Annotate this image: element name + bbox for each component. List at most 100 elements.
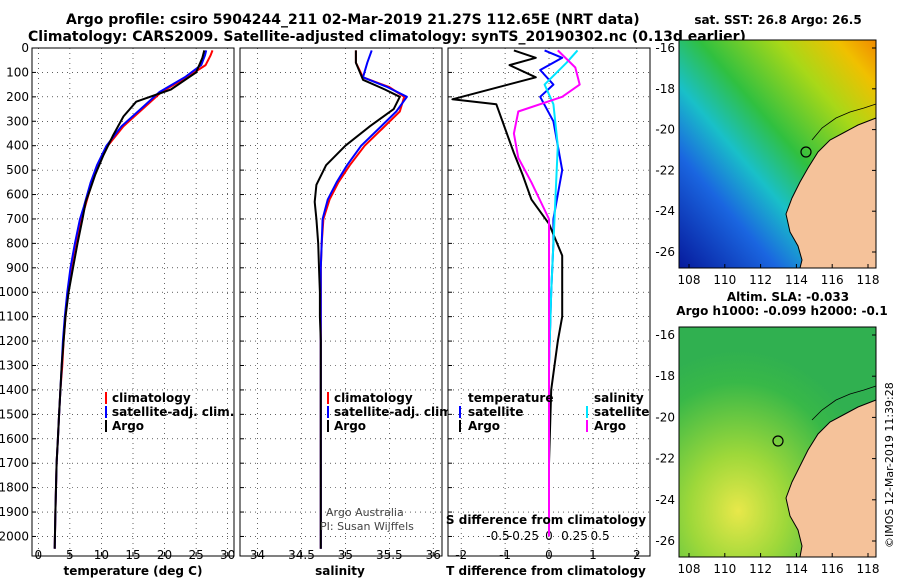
legend-label-climatology: climatology xyxy=(112,391,191,405)
temperature-grid xyxy=(32,47,234,556)
depth-tick-label: 1000 xyxy=(0,285,29,299)
map-lon-label: 116 xyxy=(821,562,844,576)
sst-map-ticks: 108 110 112 114 116 118 -16 -18 -20 -22 -24 -26 xyxy=(655,41,879,287)
land-australia xyxy=(785,117,877,269)
annotation-argo-australia: Argo Australia xyxy=(326,506,404,519)
sst-map-frame xyxy=(678,39,877,269)
map-lon-label: 108 xyxy=(678,562,701,576)
map-lon-label: 116 xyxy=(821,273,844,287)
s-diff-tick-label: 0.25 xyxy=(561,529,588,543)
map-lon-label: 108 xyxy=(678,273,701,287)
x-tick-label: 25 xyxy=(188,548,203,562)
land-australia xyxy=(785,399,877,558)
x-tick-label: 15 xyxy=(125,548,140,562)
series-line-salinity-argo xyxy=(512,49,581,537)
x-tick-label: -2 xyxy=(455,548,467,562)
map-lat-label: -16 xyxy=(655,41,675,55)
salinity-legend: climatology satellite-adj. clim. Argo xyxy=(327,391,456,433)
s-diff-tick-label: -0.25 xyxy=(508,529,539,543)
legend-label-sal-argo: Argo xyxy=(594,419,626,433)
map-lon-label: 112 xyxy=(749,273,772,287)
legend-label-argo: Argo xyxy=(334,419,366,433)
sst-map: sat. SST: 26.8 Argo: 26.5 108 110 112 114 11… xyxy=(655,13,879,287)
depth-tick-label: 600 xyxy=(6,188,29,202)
difference-panel: -2 -1 0 1 2 -0.5-0.25 0 0.25 0.5 T difference f… xyxy=(446,47,651,578)
x-tick-label: 20 xyxy=(157,548,172,562)
x-tick-label: 36 xyxy=(426,548,441,562)
map-lat-label: -26 xyxy=(655,245,675,259)
figure-title-line2: Climatology: CARS2009. Satellite-adjuste… xyxy=(28,29,746,45)
shelf-contour xyxy=(811,103,877,141)
legend-label-sal-satellite: satellite xyxy=(594,405,649,419)
map-lon-label: 112 xyxy=(749,562,772,576)
sla-map-title-line2: Argo h1000: -0.099 h2000: -0.1 xyxy=(676,304,887,318)
salinity-axis-label: salinity xyxy=(315,564,365,578)
map-lon-label: 118 xyxy=(857,273,880,287)
depth-tick-label: 0 xyxy=(21,41,29,55)
temperature-axis-label: temperature (deg C) xyxy=(64,564,203,578)
salinity-tick-labels: 34 34.5 35 35.5 36 xyxy=(250,548,441,562)
argo-float-marker xyxy=(800,146,812,158)
map-lat-label: -22 xyxy=(655,163,675,177)
x-tick-label: 35 xyxy=(338,548,353,562)
map-lon-label: 118 xyxy=(857,562,880,576)
imos-credit: ©IMOS 12-Mar-2019 11:39:28 xyxy=(883,382,896,548)
map-lat-label: -24 xyxy=(655,493,675,507)
temperature-profile-lines xyxy=(53,50,214,549)
s-diff-tick-label: 0.5 xyxy=(591,529,610,543)
x-tick-label: 1 xyxy=(589,548,597,562)
map-lat-label: -22 xyxy=(655,452,675,466)
depth-tick-label: 1300 xyxy=(0,359,29,373)
legend-label-satellite: satellite-adj. clim. xyxy=(112,405,234,419)
x-tick-label: 5 xyxy=(66,548,74,562)
legend-label-argo: Argo xyxy=(112,419,144,433)
depth-tick-label: 800 xyxy=(6,236,29,250)
legend-label-climatology: climatology xyxy=(334,391,413,405)
map-lat-label: -20 xyxy=(655,123,675,137)
map-lon-label: 114 xyxy=(785,273,808,287)
x-tick-label: -1 xyxy=(499,548,511,562)
series-line-argo xyxy=(313,50,401,549)
t-difference-tick-labels: -2 -1 0 1 2 xyxy=(455,548,640,562)
depth-tick-labels: 0 100 200 300 400 500 600 700 800 900 1000 1100 1200… xyxy=(0,41,29,543)
s-difference-axis-label: S difference from climatology xyxy=(446,513,646,527)
depth-tick-label: 200 xyxy=(6,90,29,104)
depth-tick-label: 1500 xyxy=(0,407,29,421)
sla-map-title-line1: Altim. SLA: -0.033 xyxy=(727,290,849,304)
shelf-contour xyxy=(811,385,877,421)
salinity-plot-frame xyxy=(239,47,443,557)
depth-tick-label: 1800 xyxy=(0,481,29,495)
map-lat-label: -16 xyxy=(655,328,675,342)
depth-tick-label: 1900 xyxy=(0,505,29,519)
salinity-grid xyxy=(240,47,442,556)
temperature-tick-labels: 0 5 10 15 20 25 30 xyxy=(34,548,235,562)
depth-tick-label: 300 xyxy=(6,114,29,128)
series-line-argo xyxy=(53,50,206,549)
sla-map-frame xyxy=(678,326,877,558)
legend-label-temp-satellite: satellite xyxy=(468,405,523,419)
map-lat-label: -20 xyxy=(655,410,675,424)
figure-title-line1: Argo profile: csiro 5904244_211 02-Mar-2… xyxy=(66,12,640,28)
map-lat-label: -18 xyxy=(655,82,675,96)
map-lat-label: -18 xyxy=(655,369,675,383)
depth-tick-label: 2000 xyxy=(0,529,29,543)
x-tick-label: 34 xyxy=(250,548,265,562)
x-tick-label: 0 xyxy=(545,548,553,562)
annotation-pi-name: PI: Susan Wijffels xyxy=(320,520,414,533)
legend-title-salinity: salinity xyxy=(594,391,644,405)
legend-label-satellite: satellite-adj. clim. xyxy=(334,405,456,419)
x-tick-label: 2 xyxy=(633,548,641,562)
depth-tick-label: 1200 xyxy=(0,334,29,348)
salinity-panel: 34 34.5 35 35.5 36 salinity climatology sate… xyxy=(239,47,456,578)
x-tick-label: 35.5 xyxy=(376,548,403,562)
depth-tick-label: 100 xyxy=(6,65,29,79)
x-tick-label: 10 xyxy=(94,548,109,562)
depth-tick-label: 1400 xyxy=(0,383,29,397)
map-lon-label: 114 xyxy=(785,562,808,576)
t-difference-axis-label: T difference from climatology xyxy=(446,564,646,578)
map-lat-label: -24 xyxy=(655,204,675,218)
sla-map: Altim. SLA: -0.033 Argo h1000: -0.099 h2… xyxy=(655,290,887,576)
depth-tick-label: 700 xyxy=(6,212,29,226)
x-tick-label: 30 xyxy=(220,548,235,562)
